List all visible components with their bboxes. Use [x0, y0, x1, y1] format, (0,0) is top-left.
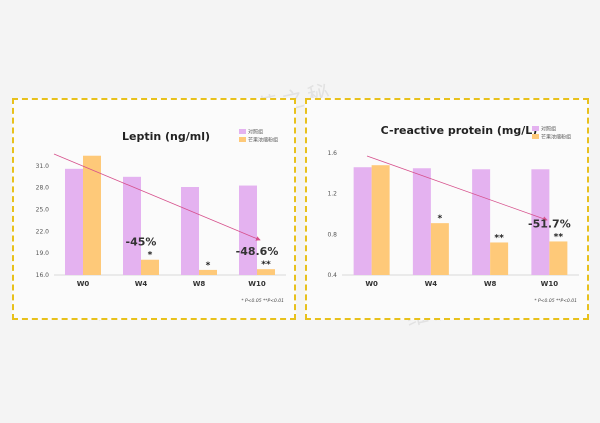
bar-control-w10	[239, 185, 257, 275]
significance-mark: *	[438, 214, 443, 224]
bar-control-w10	[531, 169, 550, 275]
y-tick-label: 1.6	[327, 150, 337, 157]
bar-treatment-w0	[83, 155, 101, 275]
y-tick-label: 28.0	[36, 185, 50, 192]
bar-treatment-w8	[490, 242, 509, 275]
legend-swatch	[532, 126, 539, 131]
bar-treatment-w8	[199, 269, 217, 275]
bar-treatment-w0	[371, 165, 390, 275]
bar-control-w0	[353, 167, 372, 275]
leptin-chart-panel: Leptin (ng/ml) 对照组 芒果浓缩粉组 31.0 28.0 25.0 22.0 1…	[12, 98, 296, 320]
y-tick-label: 16.0	[36, 272, 50, 279]
y-tick-label: 1.2	[327, 191, 337, 198]
significance-mark: **	[554, 232, 564, 242]
bar-control-w8	[181, 187, 199, 275]
trend-arrow	[366, 155, 548, 221]
percent-change-label: -45%	[126, 236, 157, 249]
percent-change-label: -51.7%	[528, 217, 571, 230]
bar-control-w8	[472, 169, 491, 275]
y-tick-label: 31.0	[36, 163, 50, 170]
bar-treatment-w4	[141, 259, 159, 275]
significance-mark: *	[148, 251, 153, 261]
significance-mark: **	[261, 260, 271, 270]
x-category-label: W8	[484, 280, 497, 288]
legend-label: 对照组	[248, 129, 263, 136]
legend-swatch	[239, 129, 246, 134]
y-tick-label: 25.0	[36, 207, 50, 214]
trend-arrow	[53, 153, 261, 241]
bar-treatment-w10	[549, 241, 568, 275]
significance-mark: *	[206, 261, 211, 271]
y-tick-label: 22.0	[36, 228, 50, 235]
x-category-label: W4	[425, 280, 438, 288]
significance-footnote: * P<0.05 **P<0.01	[241, 298, 284, 304]
y-tick-label: 19.0	[36, 250, 50, 257]
bar-treatment-w4	[430, 223, 449, 275]
y-tick-label: 0.8	[327, 231, 337, 238]
x-category-label: W10	[541, 280, 559, 288]
x-category-label: W4	[135, 280, 148, 288]
y-tick-label: 0.4	[327, 272, 337, 279]
chart-title: Leptin (ng/ml)	[122, 130, 210, 143]
legend-swatch	[532, 134, 539, 139]
bar-control-w4	[123, 176, 141, 275]
bar-control-w4	[412, 168, 431, 275]
legend-swatch	[239, 137, 246, 142]
x-category-label: W10	[248, 280, 266, 288]
x-category-label: W0	[365, 280, 378, 288]
significance-footnote: * P<0.05 **P<0.01	[534, 298, 577, 304]
percent-change-label: -48.6%	[236, 245, 279, 258]
bar-control-w0	[65, 168, 83, 275]
bar-treatment-w10	[257, 269, 275, 275]
chart-title: C-reactive protein (mg/L)	[381, 124, 538, 137]
legend-label: 芒果浓缩粉组	[248, 137, 278, 144]
legend-label: 对照组	[541, 126, 556, 133]
x-category-label: W8	[193, 280, 206, 288]
crp-chart-panel: C-reactive protein (mg/L) 对照组 芒果浓缩粉组 1.6 1.2…	[305, 98, 589, 320]
x-category-label: W0	[77, 280, 90, 288]
significance-mark: **	[494, 233, 504, 243]
legend-label: 芒果浓缩粉组	[541, 134, 571, 141]
